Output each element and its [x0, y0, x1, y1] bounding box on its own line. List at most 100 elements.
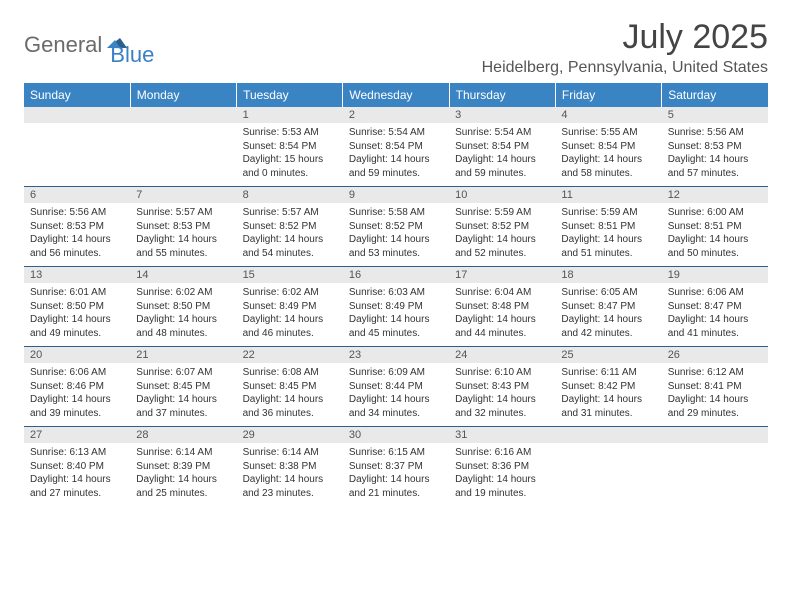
sunset-text: Sunset: 8:52 PM [455, 220, 549, 234]
daylight-text-2: and 41 minutes. [668, 327, 762, 341]
daylight-text-2: and 46 minutes. [243, 327, 337, 341]
calendar-table: Sunday Monday Tuesday Wednesday Thursday… [24, 83, 768, 506]
sunset-text: Sunset: 8:49 PM [349, 300, 443, 314]
sunset-text: Sunset: 8:38 PM [243, 460, 337, 474]
sunrise-text: Sunrise: 5:56 AM [30, 206, 124, 220]
sunset-text: Sunset: 8:40 PM [30, 460, 124, 474]
daylight-text-1: Daylight: 14 hours [136, 233, 230, 247]
daylight-text-2: and 36 minutes. [243, 407, 337, 421]
sunset-text: Sunset: 8:50 PM [30, 300, 124, 314]
day-body-cell: Sunrise: 5:59 AMSunset: 8:51 PMDaylight:… [555, 203, 661, 267]
day-number-cell [24, 107, 130, 123]
sunrise-text: Sunrise: 6:14 AM [136, 446, 230, 460]
title-block: July 2025 Heidelberg, Pennsylvania, Unit… [482, 18, 768, 77]
day-number-cell [130, 107, 236, 123]
daylight-text-1: Daylight: 14 hours [668, 233, 762, 247]
sunset-text: Sunset: 8:50 PM [136, 300, 230, 314]
day-body-cell: Sunrise: 6:10 AMSunset: 8:43 PMDaylight:… [449, 363, 555, 427]
day-number-cell: 30 [343, 427, 449, 443]
day-number-cell: 11 [555, 187, 661, 203]
day-number-row: 13141516171819 [24, 267, 768, 283]
sunrise-text: Sunrise: 6:07 AM [136, 366, 230, 380]
sunrise-text: Sunrise: 5:57 AM [136, 206, 230, 220]
day-body-cell: Sunrise: 6:06 AMSunset: 8:46 PMDaylight:… [24, 363, 130, 427]
daylight-text-1: Daylight: 14 hours [455, 153, 549, 167]
day-number-cell: 13 [24, 267, 130, 283]
sunset-text: Sunset: 8:45 PM [243, 380, 337, 394]
day-number-cell: 15 [237, 267, 343, 283]
day-body-cell: Sunrise: 5:55 AMSunset: 8:54 PMDaylight:… [555, 123, 661, 187]
daylight-text-2: and 57 minutes. [668, 167, 762, 181]
sunrise-text: Sunrise: 5:54 AM [455, 126, 549, 140]
sunrise-text: Sunrise: 6:00 AM [668, 206, 762, 220]
col-wednesday: Wednesday [343, 83, 449, 107]
day-body-cell: Sunrise: 6:01 AMSunset: 8:50 PMDaylight:… [24, 283, 130, 347]
sunrise-text: Sunrise: 6:08 AM [243, 366, 337, 380]
day-body-cell: Sunrise: 5:56 AMSunset: 8:53 PMDaylight:… [662, 123, 768, 187]
day-body-cell: Sunrise: 6:09 AMSunset: 8:44 PMDaylight:… [343, 363, 449, 427]
daylight-text-1: Daylight: 14 hours [136, 393, 230, 407]
sunrise-text: Sunrise: 5:54 AM [349, 126, 443, 140]
day-body-cell: Sunrise: 6:14 AMSunset: 8:39 PMDaylight:… [130, 443, 236, 506]
day-number-cell: 18 [555, 267, 661, 283]
day-number-cell [555, 427, 661, 443]
sunset-text: Sunset: 8:54 PM [455, 140, 549, 154]
daylight-text-2: and 45 minutes. [349, 327, 443, 341]
daylight-text-2: and 54 minutes. [243, 247, 337, 261]
daylight-text-1: Daylight: 14 hours [243, 473, 337, 487]
sunrise-text: Sunrise: 6:02 AM [243, 286, 337, 300]
daylight-text-2: and 27 minutes. [30, 487, 124, 501]
day-number-cell: 21 [130, 347, 236, 363]
day-number-cell: 29 [237, 427, 343, 443]
day-body-cell: Sunrise: 6:11 AMSunset: 8:42 PMDaylight:… [555, 363, 661, 427]
day-body-cell: Sunrise: 6:12 AMSunset: 8:41 PMDaylight:… [662, 363, 768, 427]
day-number-cell: 24 [449, 347, 555, 363]
sunset-text: Sunset: 8:49 PM [243, 300, 337, 314]
sunset-text: Sunset: 8:51 PM [561, 220, 655, 234]
day-body-cell: Sunrise: 6:02 AMSunset: 8:50 PMDaylight:… [130, 283, 236, 347]
daylight-text-2: and 59 minutes. [349, 167, 443, 181]
day-number-row: 2728293031 [24, 427, 768, 443]
day-number-cell: 12 [662, 187, 768, 203]
day-number-cell: 25 [555, 347, 661, 363]
day-body-cell: Sunrise: 5:54 AMSunset: 8:54 PMDaylight:… [343, 123, 449, 187]
page-title: July 2025 [482, 18, 768, 57]
sunset-text: Sunset: 8:48 PM [455, 300, 549, 314]
day-body-cell: Sunrise: 5:53 AMSunset: 8:54 PMDaylight:… [237, 123, 343, 187]
day-number-cell: 31 [449, 427, 555, 443]
day-body-cell: Sunrise: 6:08 AMSunset: 8:45 PMDaylight:… [237, 363, 343, 427]
daylight-text-1: Daylight: 14 hours [668, 393, 762, 407]
sunrise-text: Sunrise: 6:05 AM [561, 286, 655, 300]
daylight-text-2: and 29 minutes. [668, 407, 762, 421]
sunset-text: Sunset: 8:44 PM [349, 380, 443, 394]
day-number-cell: 10 [449, 187, 555, 203]
weekday-header-row: Sunday Monday Tuesday Wednesday Thursday… [24, 83, 768, 107]
day-body-cell: Sunrise: 5:59 AMSunset: 8:52 PMDaylight:… [449, 203, 555, 267]
day-body-row: Sunrise: 6:06 AMSunset: 8:46 PMDaylight:… [24, 363, 768, 427]
daylight-text-2: and 50 minutes. [668, 247, 762, 261]
day-body-cell: Sunrise: 6:06 AMSunset: 8:47 PMDaylight:… [662, 283, 768, 347]
daylight-text-1: Daylight: 14 hours [349, 393, 443, 407]
sunset-text: Sunset: 8:53 PM [30, 220, 124, 234]
day-body-row: Sunrise: 5:56 AMSunset: 8:53 PM Daylight:… [24, 203, 768, 267]
daylight-text-1: Daylight: 14 hours [243, 233, 337, 247]
sunrise-text: Sunrise: 6:14 AM [243, 446, 337, 460]
day-number-cell: 16 [343, 267, 449, 283]
day-body-cell [130, 123, 236, 187]
daylight-text-2: and 21 minutes. [349, 487, 443, 501]
sunrise-text: Sunrise: 6:04 AM [455, 286, 549, 300]
day-body-cell: Sunrise: 6:13 AMSunset: 8:40 PMDaylight:… [24, 443, 130, 506]
day-body-row: Sunrise: 6:13 AMSunset: 8:40 PMDaylight:… [24, 443, 768, 506]
daylight-text-1: Daylight: 14 hours [243, 393, 337, 407]
sunrise-text: Sunrise: 5:59 AM [561, 206, 655, 220]
sunset-text: Sunset: 8:54 PM [243, 140, 337, 154]
sunrise-text: Sunrise: 6:06 AM [668, 286, 762, 300]
col-monday: Monday [130, 83, 236, 107]
day-number-cell: 2 [343, 107, 449, 123]
logo: General Blue [24, 22, 154, 68]
day-body-cell: Sunrise: 6:03 AMSunset: 8:49 PMDaylight:… [343, 283, 449, 347]
day-number-cell: 8 [237, 187, 343, 203]
col-thursday: Thursday [449, 83, 555, 107]
day-body-cell: Sunrise: 6:00 AMSunset: 8:51 PMDaylight:… [662, 203, 768, 267]
sunset-text: Sunset: 8:47 PM [561, 300, 655, 314]
